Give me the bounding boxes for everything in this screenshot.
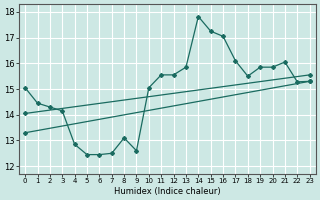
- X-axis label: Humidex (Indice chaleur): Humidex (Indice chaleur): [114, 187, 221, 196]
